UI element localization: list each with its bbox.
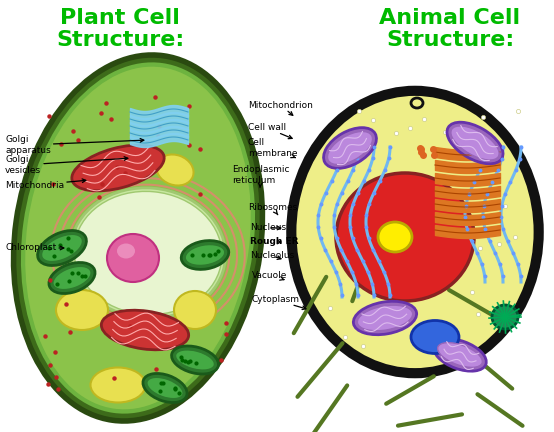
Text: Cytoplasm: Cytoplasm xyxy=(252,295,306,310)
Ellipse shape xyxy=(19,61,257,415)
Text: Endoplasmic
reticulum: Endoplasmic reticulum xyxy=(232,165,290,187)
Ellipse shape xyxy=(492,305,518,329)
Ellipse shape xyxy=(13,55,263,421)
Text: Mitochondria: Mitochondria xyxy=(5,179,86,190)
Ellipse shape xyxy=(324,127,376,168)
Ellipse shape xyxy=(438,343,483,367)
Text: Chloroplast: Chloroplast xyxy=(5,244,64,252)
Ellipse shape xyxy=(411,321,459,353)
Ellipse shape xyxy=(74,191,222,314)
Ellipse shape xyxy=(174,291,216,329)
Ellipse shape xyxy=(24,66,252,410)
Ellipse shape xyxy=(336,173,474,301)
Ellipse shape xyxy=(378,222,412,252)
Text: Cell
membrane: Cell membrane xyxy=(248,138,297,158)
Ellipse shape xyxy=(357,305,413,331)
Text: Nucleolus: Nucleolus xyxy=(250,251,294,260)
Text: Cell wall: Cell wall xyxy=(248,124,292,139)
Ellipse shape xyxy=(42,235,83,262)
Ellipse shape xyxy=(185,245,225,265)
Ellipse shape xyxy=(411,98,423,108)
Ellipse shape xyxy=(56,290,108,330)
Text: Nucleus: Nucleus xyxy=(250,223,286,232)
Ellipse shape xyxy=(353,301,417,335)
Ellipse shape xyxy=(156,155,193,185)
Ellipse shape xyxy=(70,188,225,318)
Text: Golgi
vesicles: Golgi vesicles xyxy=(5,155,128,175)
Ellipse shape xyxy=(147,377,183,399)
Ellipse shape xyxy=(434,339,486,371)
Ellipse shape xyxy=(90,368,146,403)
Ellipse shape xyxy=(295,95,535,369)
Ellipse shape xyxy=(181,241,229,270)
Ellipse shape xyxy=(101,310,189,350)
Text: Plant Cell
Structure:: Plant Cell Structure: xyxy=(56,8,184,50)
Ellipse shape xyxy=(327,131,372,165)
Ellipse shape xyxy=(447,122,503,164)
Ellipse shape xyxy=(289,89,541,375)
Text: Rough ER: Rough ER xyxy=(250,238,299,247)
Ellipse shape xyxy=(107,234,159,282)
Ellipse shape xyxy=(53,267,91,289)
Ellipse shape xyxy=(143,374,187,403)
Ellipse shape xyxy=(176,350,214,370)
Ellipse shape xyxy=(72,145,164,191)
Text: Vacuole: Vacuole xyxy=(252,270,288,280)
Ellipse shape xyxy=(38,231,86,266)
Ellipse shape xyxy=(451,126,499,160)
Text: Mitochondrion: Mitochondrion xyxy=(248,101,313,115)
Ellipse shape xyxy=(172,346,218,374)
Text: Golgi
apparatus: Golgi apparatus xyxy=(5,135,144,155)
Text: Animal Cell
Structure:: Animal Cell Structure: xyxy=(379,8,521,50)
Text: Ribosomes: Ribosomes xyxy=(248,203,297,215)
Ellipse shape xyxy=(117,244,135,258)
Ellipse shape xyxy=(49,263,95,293)
